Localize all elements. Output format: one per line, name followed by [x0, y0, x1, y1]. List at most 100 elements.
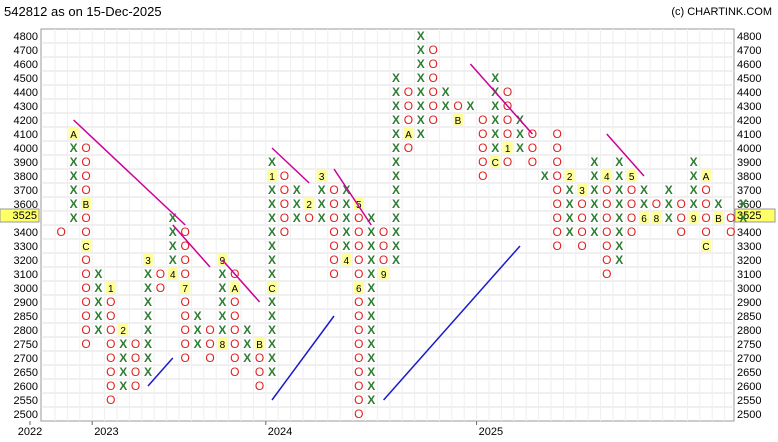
- o-mark: O: [230, 295, 239, 309]
- o-mark: O: [354, 379, 363, 393]
- x-mark: X: [318, 183, 326, 197]
- x-mark: X: [70, 155, 78, 169]
- x-mark: X: [392, 113, 400, 127]
- month-box: [403, 128, 414, 140]
- x-mark: X: [367, 351, 375, 365]
- x-mark: X: [566, 183, 574, 197]
- o-mark: O: [81, 183, 90, 197]
- x-mark: X: [417, 29, 425, 43]
- o-mark: O: [354, 365, 363, 379]
- x-mark: X: [615, 197, 623, 211]
- o-mark: O: [181, 295, 190, 309]
- o-mark: O: [255, 379, 264, 393]
- x-mark: X: [392, 127, 400, 141]
- month-box: [81, 240, 91, 252]
- x-mark: X: [615, 155, 623, 169]
- month-box: [651, 212, 662, 224]
- month-label: 5: [629, 172, 635, 183]
- month-label: C: [492, 158, 499, 169]
- x-mark: X: [367, 211, 375, 225]
- support-line: [147, 357, 174, 387]
- o-mark: O: [354, 295, 363, 309]
- x-mark: X: [119, 365, 127, 379]
- month-box: [254, 338, 265, 350]
- o-mark: O: [181, 323, 190, 337]
- resistance-line: [606, 133, 645, 177]
- o-mark: O: [81, 141, 90, 155]
- month-box: [577, 184, 587, 196]
- x-mark: X: [367, 365, 375, 379]
- month-label: B: [715, 214, 722, 225]
- x-mark: X: [94, 295, 102, 309]
- x-mark: X: [491, 71, 499, 85]
- o-mark: O: [478, 169, 487, 183]
- o-mark: O: [677, 225, 686, 239]
- o-mark: O: [429, 99, 438, 113]
- y-tick-label-right: 3200: [737, 255, 761, 267]
- o-mark: O: [701, 197, 710, 211]
- y-tick-label-right: 4100: [737, 129, 761, 141]
- x-mark: X: [70, 183, 78, 197]
- month-box: [180, 282, 191, 294]
- o-mark: O: [478, 155, 487, 169]
- month-label: 8: [220, 340, 226, 351]
- x-mark: X: [169, 239, 177, 253]
- month-label: 9: [381, 270, 387, 281]
- o-mark: O: [230, 323, 239, 337]
- month-box: [378, 268, 389, 280]
- month-box: [701, 170, 711, 182]
- chart-credit: (c) CHARTINK.COM: [671, 6, 772, 18]
- x-mark: X: [541, 169, 549, 183]
- o-mark: O: [379, 225, 388, 239]
- x-mark: X: [491, 141, 499, 155]
- x-mark: X: [268, 225, 276, 239]
- x-mark: X: [268, 309, 276, 323]
- o-mark: O: [553, 169, 562, 183]
- o-mark: O: [230, 309, 239, 323]
- x-mark: X: [70, 169, 78, 183]
- month-box: [304, 198, 315, 210]
- x-mark: X: [615, 253, 623, 267]
- o-mark: O: [81, 323, 90, 337]
- month-label: 4: [344, 256, 350, 267]
- x-mark: X: [367, 309, 375, 323]
- x-mark: X: [144, 267, 152, 281]
- y-tick-label-right: 4500: [737, 73, 761, 85]
- x-mark: X: [590, 225, 598, 239]
- x-mark: X: [70, 141, 78, 155]
- support-line: [383, 245, 521, 401]
- month-label: 2: [567, 172, 573, 183]
- month-box: [626, 170, 637, 182]
- o-mark: O: [553, 183, 562, 197]
- x-mark: X: [615, 225, 623, 239]
- x-mark: X: [615, 211, 623, 225]
- y-tick-label-left: 3600: [14, 199, 38, 211]
- x-mark: X: [417, 57, 425, 71]
- o-mark: O: [404, 113, 413, 127]
- o-mark: O: [553, 225, 562, 239]
- support-line: [271, 315, 335, 401]
- resistance-line: [172, 224, 211, 268]
- o-mark: O: [329, 197, 338, 211]
- y-tick-label-left: 3900: [14, 157, 38, 169]
- o-mark: O: [379, 239, 388, 253]
- x-mark: X: [318, 197, 326, 211]
- x-mark: X: [218, 295, 226, 309]
- month-label: B: [256, 340, 263, 351]
- y-tick-label-right: 3300: [737, 241, 761, 253]
- o-mark: O: [106, 309, 115, 323]
- o-mark: O: [354, 323, 363, 337]
- o-mark: O: [255, 351, 264, 365]
- y-tick-label-right: 3100: [737, 269, 761, 281]
- o-mark: O: [602, 225, 611, 239]
- x-mark: X: [144, 323, 152, 337]
- month-box: [490, 156, 501, 168]
- o-mark: O: [701, 211, 710, 225]
- y-tick-label-right: 2500: [737, 409, 761, 421]
- x-mark: X: [739, 197, 747, 211]
- current-price-left: 3525: [13, 210, 37, 222]
- x-mark: X: [739, 211, 747, 225]
- month-label: 3: [319, 172, 325, 183]
- month-box: [68, 128, 79, 140]
- x-mark: X: [367, 253, 375, 267]
